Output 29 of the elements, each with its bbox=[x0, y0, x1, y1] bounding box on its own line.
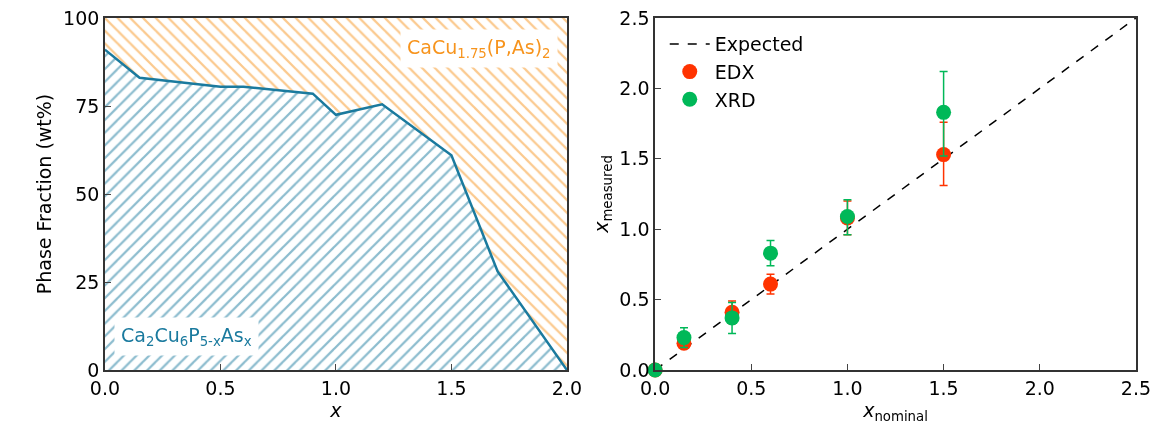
x-tick-label: 0.5 bbox=[205, 376, 236, 399]
x-tick-label: 1.5 bbox=[436, 376, 467, 399]
x-tick-label: 1.5 bbox=[928, 376, 959, 399]
y-tick-label: 50 bbox=[75, 182, 100, 205]
series-label: CaCu$_{1.75}$(P,As)$_{2}$ bbox=[407, 36, 551, 61]
y-tick-label: 0.5 bbox=[619, 288, 650, 311]
x-tick-label: 1.0 bbox=[320, 376, 352, 399]
y-tick-label: 1.5 bbox=[619, 147, 650, 170]
point bbox=[763, 245, 779, 261]
x-axis-title: x bbox=[329, 398, 343, 421]
legend-label: EDX bbox=[714, 61, 755, 83]
x-tick-label: 2.0 bbox=[551, 376, 583, 399]
y-tick-label: 75 bbox=[75, 94, 100, 117]
y-tick-label: 100 bbox=[63, 6, 100, 29]
legend-label: XRD bbox=[714, 88, 756, 111]
y-tick-label: 25 bbox=[75, 270, 100, 293]
x-axis-title: x$_{nominal}$ bbox=[862, 398, 928, 424]
legend-label: Expected bbox=[714, 33, 804, 56]
series-label: Ca$_{2}$Cu$_{6}$P$_{5-x}$As$_{x}$ bbox=[121, 324, 252, 349]
point bbox=[724, 310, 740, 326]
x-tick-label: 0.5 bbox=[736, 376, 767, 399]
y-tick-label: 1.0 bbox=[619, 217, 650, 240]
x-tick-label: 1.0 bbox=[832, 376, 863, 399]
point bbox=[936, 104, 952, 120]
x-tick-label: 2.5 bbox=[1120, 376, 1152, 399]
x-tick-label: 2.0 bbox=[1024, 376, 1055, 399]
y-tick-label: 2.5 bbox=[619, 6, 650, 29]
y-tick-label: 2.0 bbox=[619, 77, 650, 100]
y-axis-title: Phase Fraction (wt%) bbox=[33, 93, 56, 295]
